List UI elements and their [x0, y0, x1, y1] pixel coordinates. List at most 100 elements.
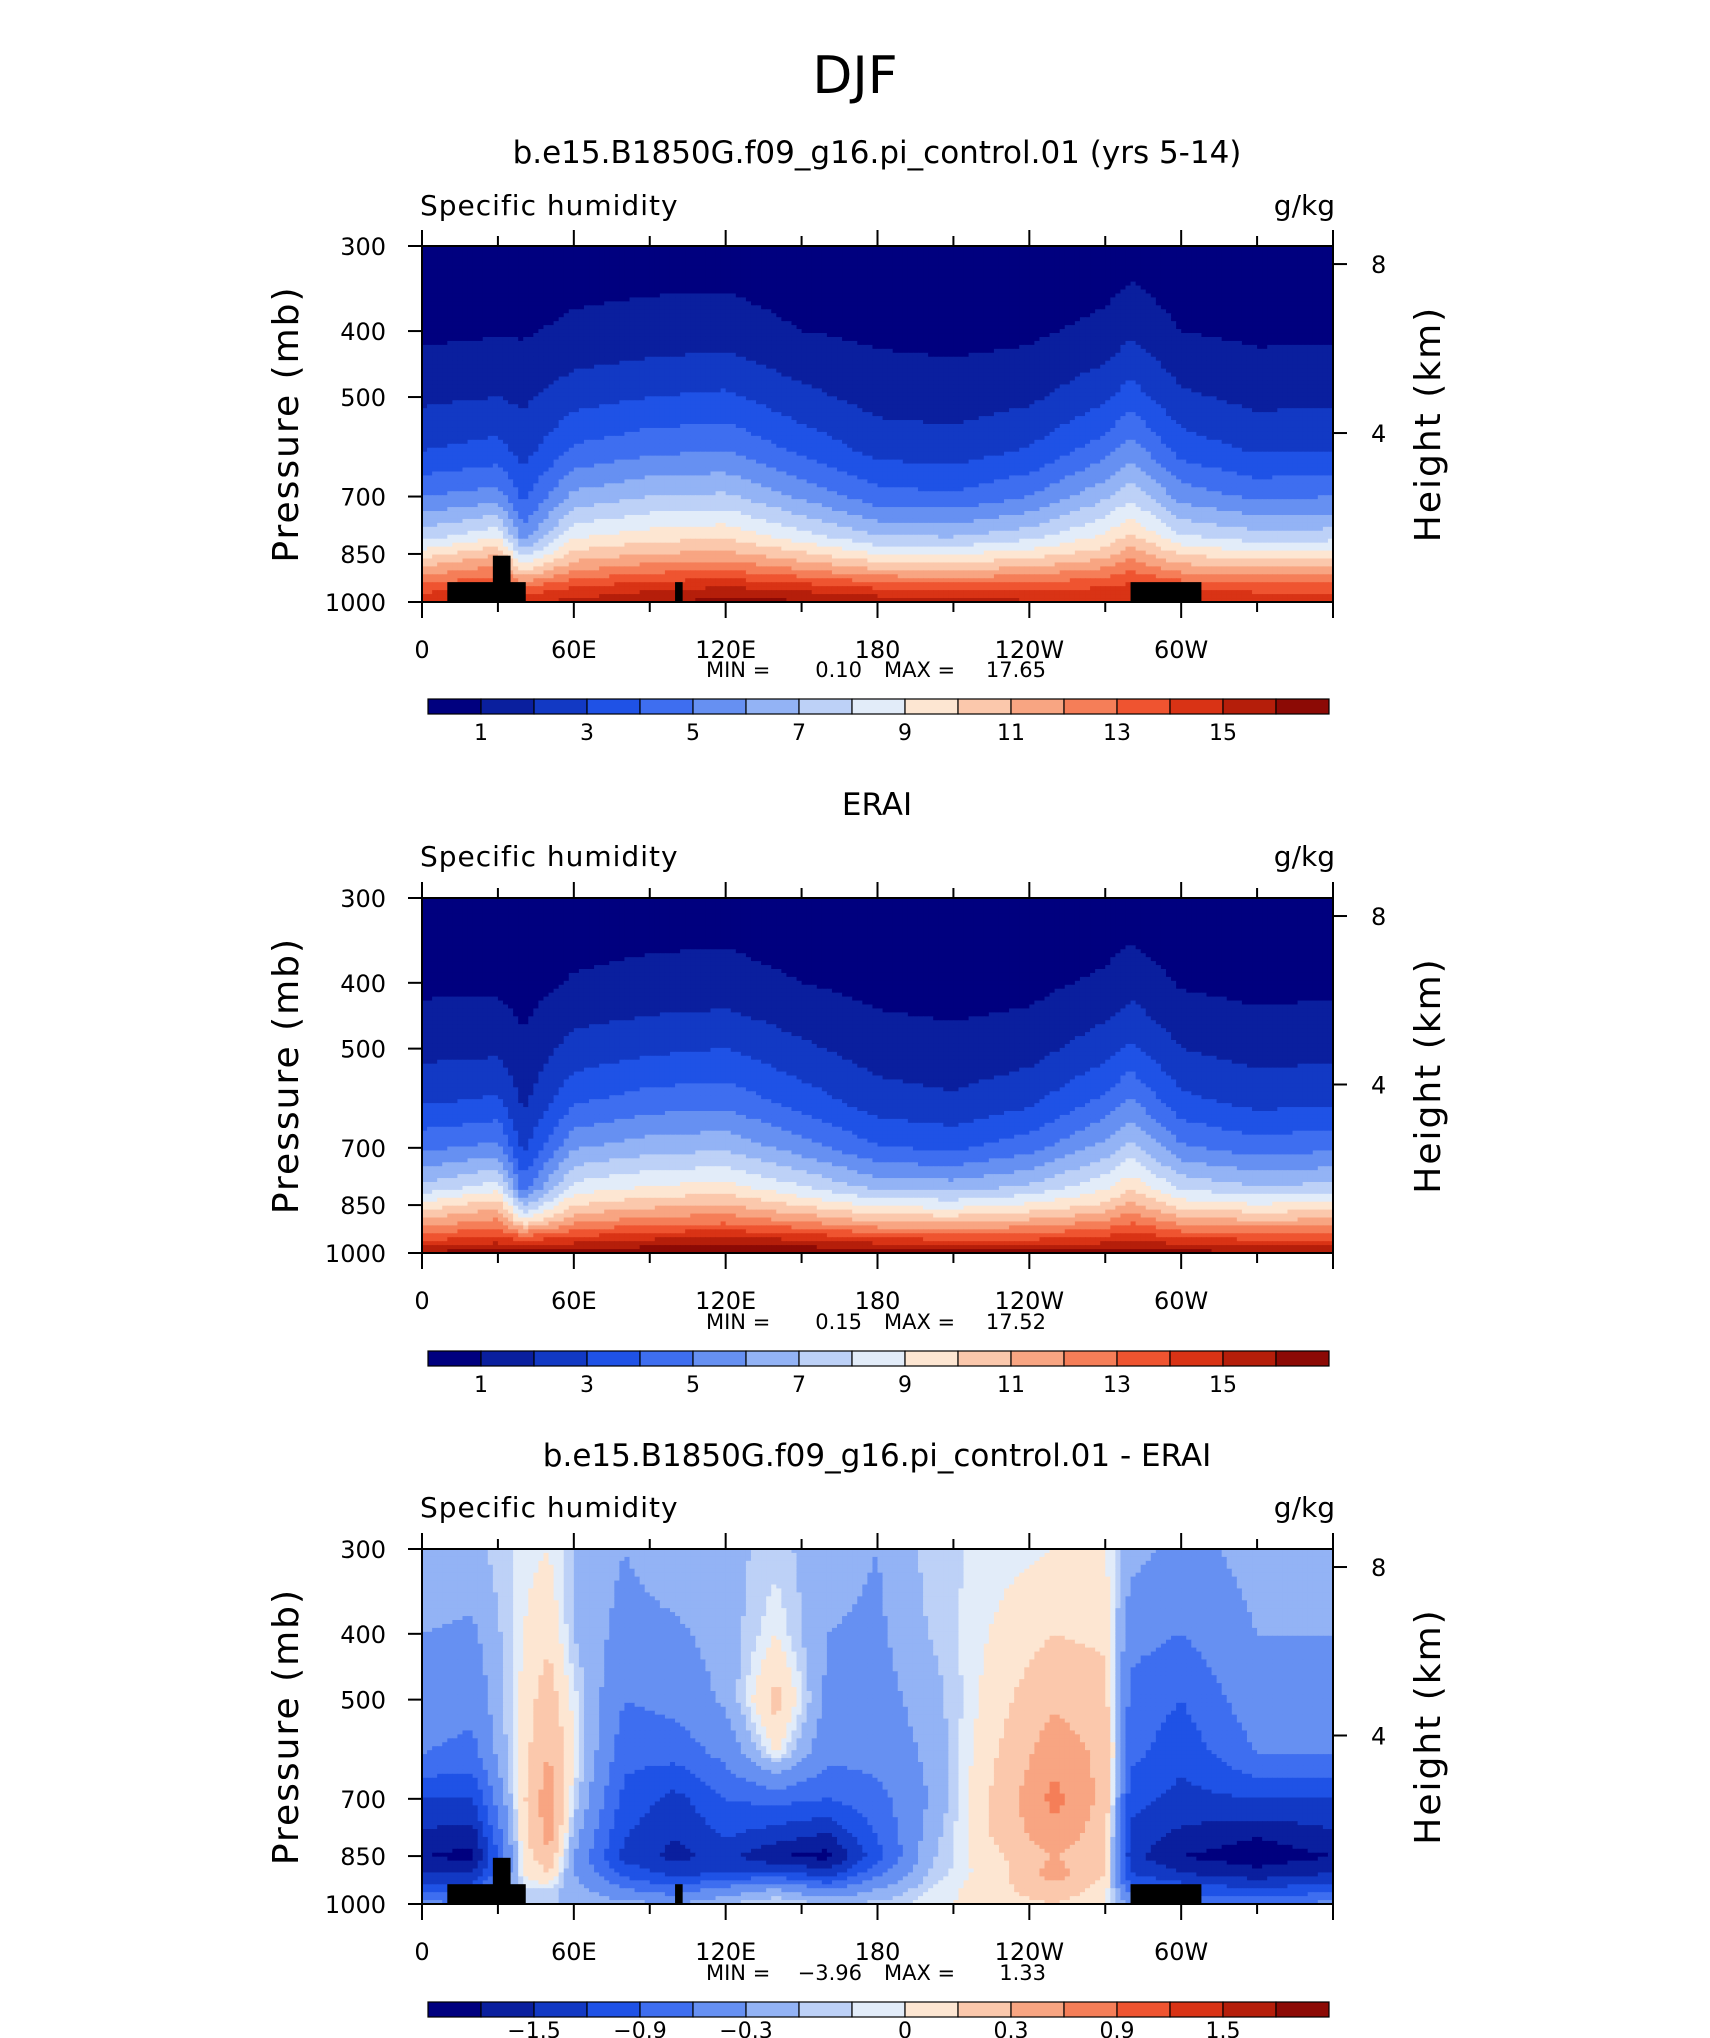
heatmap-cell [1171, 290, 1177, 295]
heatmap-cell [518, 282, 524, 287]
heatmap-cell [1308, 305, 1314, 310]
heatmap-cell [528, 305, 534, 310]
heatmap-cell [832, 305, 838, 310]
heatmap-cell [1181, 266, 1187, 271]
heatmap-cell [786, 282, 792, 287]
heatmap-cell [533, 254, 539, 259]
heatmap-cell [1029, 305, 1035, 310]
heatmap-cell [508, 290, 514, 295]
heatmap-cell [898, 278, 904, 283]
heatmap-cell [1156, 282, 1162, 287]
heatmap-cell [842, 290, 848, 295]
heatmap-cell [837, 309, 843, 314]
heatmap-cell [1115, 301, 1121, 306]
heatmap-cell [1070, 270, 1076, 275]
heatmap-cell [938, 301, 944, 306]
heatmap-cell [670, 262, 676, 267]
heatmap-cell [872, 286, 878, 291]
heatmap-cell [574, 305, 580, 310]
heatmap-cell [923, 282, 929, 287]
heatmap-cell [842, 305, 848, 310]
heatmap-cell [609, 297, 615, 302]
heatmap-cell [969, 293, 975, 298]
heatmap-cell [913, 262, 919, 267]
heatmap-cell [731, 309, 737, 314]
heatmap-cell [827, 278, 833, 283]
heatmap-cell [503, 262, 509, 267]
heatmap-cell [1014, 297, 1020, 302]
heatmap-cell [888, 270, 894, 275]
heatmap-cell [1075, 270, 1081, 275]
heatmap-cell [1186, 297, 1192, 302]
heatmap-cell [837, 258, 843, 263]
heatmap-cell [1131, 286, 1137, 291]
heatmap-cell [523, 254, 529, 259]
heatmap-cell [842, 270, 848, 275]
heatmap-cell [1186, 301, 1192, 306]
heatmap-cell [1050, 293, 1056, 298]
heatmap-cell [1151, 258, 1157, 263]
heatmap-cell [1120, 250, 1126, 255]
heatmap-cell [842, 293, 848, 298]
heatmap-cell [791, 305, 797, 310]
heatmap-cell [655, 250, 661, 255]
heatmap-cell [862, 250, 868, 255]
heatmap-cell [842, 309, 848, 314]
heatmap-cell [447, 297, 453, 302]
heatmap-cell [1272, 258, 1278, 263]
heatmap-cell [1125, 254, 1131, 259]
variable-label: Specific humidity [420, 189, 679, 222]
heatmap-cell [797, 258, 803, 263]
heatmap-cell [488, 278, 494, 283]
heatmap-cell [630, 309, 636, 314]
heatmap-cell [559, 266, 565, 271]
heatmap-cell [493, 305, 499, 310]
heatmap-cell [695, 293, 701, 298]
heatmap-cell [614, 250, 620, 255]
heatmap-cell [797, 270, 803, 275]
heatmap-cell [559, 254, 565, 259]
heatmap-cell [989, 266, 995, 271]
heatmap-cell [1080, 293, 1086, 298]
heatmap-cell [1272, 290, 1278, 295]
heatmap-cell [761, 297, 767, 302]
heatmap-cell [624, 266, 630, 271]
heatmap-cell [1156, 266, 1162, 271]
heatmap-cell [599, 254, 605, 259]
heatmap-cell [549, 309, 555, 314]
heatmap-cell [710, 286, 716, 291]
heatmap-cell [1055, 297, 1061, 302]
heatmap-cell [1303, 286, 1309, 291]
heatmap-cell [827, 286, 833, 291]
heatmap-cell [543, 301, 549, 306]
heatmap-cell [1201, 297, 1207, 302]
heatmap-cell [690, 266, 696, 271]
heatmap-cell [1272, 254, 1278, 259]
heatmap-cell [1161, 301, 1167, 306]
heatmap-cell [1323, 250, 1329, 255]
heatmap-cell [817, 282, 823, 287]
heatmap-cell [1166, 254, 1172, 259]
heatmap-cell [1019, 290, 1025, 295]
heatmap-cell [442, 266, 448, 271]
heatmap-cell [670, 305, 676, 310]
heatmap-cell [827, 290, 833, 295]
heatmap-cell [614, 309, 620, 314]
heatmap-cell [974, 266, 980, 271]
heatmap-cell [847, 282, 853, 287]
heatmap-cell [1227, 293, 1233, 298]
heatmap-cell [867, 286, 873, 291]
heatmap-cell [756, 270, 762, 275]
heatmap-cell [700, 301, 706, 306]
heatmap-cell [1120, 254, 1126, 259]
heatmap-cell [675, 286, 681, 291]
heatmap-cell [933, 297, 939, 302]
heatmap-cell [1095, 286, 1101, 291]
heatmap-cell [721, 293, 727, 298]
heatmap-cell [1146, 286, 1152, 291]
heatmap-cell [1257, 297, 1263, 302]
heatmap-cell [1055, 309, 1061, 314]
heatmap-cell [1272, 274, 1278, 279]
heatmap-cell [842, 254, 848, 259]
heatmap-cell [655, 305, 661, 310]
